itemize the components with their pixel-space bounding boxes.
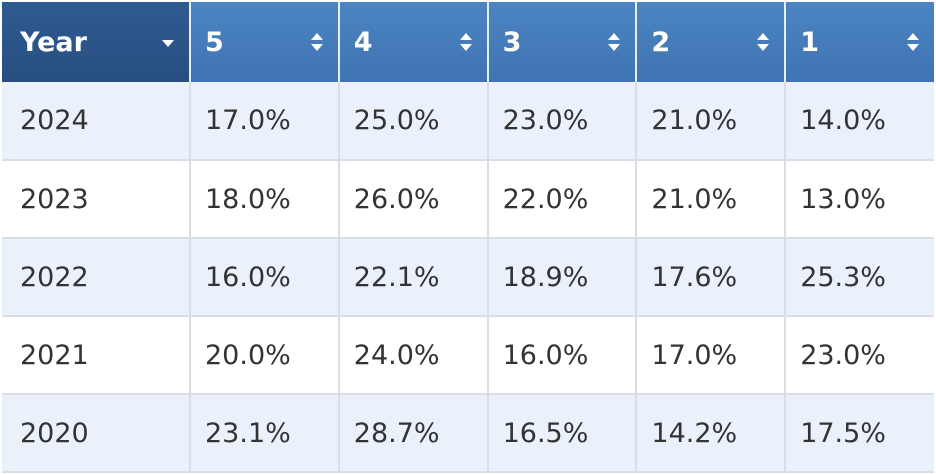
cell-value: 16.0% <box>487 316 638 395</box>
column-header-label: 1 <box>800 26 819 58</box>
cell-value: 21.0% <box>636 160 787 239</box>
column-header-1[interactable]: 1 <box>785 2 934 82</box>
cell-value: 20.0% <box>190 316 340 395</box>
cell-year: 2024 <box>2 82 191 161</box>
cell-year: 2022 <box>2 238 191 317</box>
column-header-3[interactable]: 3 <box>487 2 638 82</box>
cell-year: 2020 <box>2 394 191 473</box>
header-row: Year 5 4 <box>2 2 934 82</box>
column-header-5[interactable]: 5 <box>190 2 340 82</box>
column-header-label: Year <box>20 26 87 58</box>
cell-value: 26.0% <box>338 160 489 239</box>
table-row: 2020 23.1% 28.7% 16.5% 14.2% 17.5% <box>2 394 934 473</box>
column-header-year[interactable]: Year <box>2 2 191 82</box>
cell-value: 14.0% <box>785 82 934 161</box>
cell-value: 28.7% <box>338 394 489 473</box>
cell-year: 2023 <box>2 160 191 239</box>
column-header-label: 3 <box>502 26 522 58</box>
column-header-label: 4 <box>353 26 373 58</box>
cell-value: 17.6% <box>636 238 787 317</box>
cell-value: 17.0% <box>636 316 787 395</box>
cell-value: 18.0% <box>190 160 340 239</box>
sort-icon[interactable] <box>607 32 621 52</box>
cell-value: 17.5% <box>785 394 934 473</box>
cell-value: 25.0% <box>338 82 489 161</box>
table-row: 2021 20.0% 24.0% 16.0% 17.0% 23.0% <box>2 316 934 395</box>
cell-value: 17.0% <box>190 82 340 161</box>
table-row: 2022 16.0% 22.1% 18.9% 17.6% 25.3% <box>2 238 934 317</box>
table-row: 2024 17.0% 25.0% 23.0% 21.0% 14.0% <box>2 82 934 161</box>
sort-icon[interactable] <box>459 32 473 52</box>
cell-value: 16.0% <box>190 238 340 317</box>
sort-icon[interactable] <box>310 32 324 52</box>
cell-value: 13.0% <box>785 160 934 239</box>
cell-value: 24.0% <box>338 316 489 395</box>
chevron-down-icon[interactable] <box>161 38 175 48</box>
sort-icon[interactable] <box>756 32 770 52</box>
cell-year: 2021 <box>2 316 191 395</box>
column-header-2[interactable]: 2 <box>636 2 787 82</box>
column-header-label: 2 <box>651 26 671 58</box>
cell-value: 25.3% <box>785 238 934 317</box>
cell-value: 22.0% <box>487 160 638 239</box>
cell-value: 18.9% <box>487 238 638 317</box>
cell-value: 23.0% <box>785 316 934 395</box>
table-row: 2023 18.0% 26.0% 22.0% 21.0% 13.0% <box>2 160 934 239</box>
cell-value: 16.5% <box>487 394 638 473</box>
column-header-label: 5 <box>205 26 224 58</box>
cell-value: 22.1% <box>338 238 489 317</box>
cell-value: 21.0% <box>636 82 787 161</box>
cell-value: 14.2% <box>636 394 787 473</box>
cell-value: 23.1% <box>190 394 340 473</box>
cell-value: 23.0% <box>487 82 638 161</box>
sort-icon[interactable] <box>906 32 920 52</box>
column-header-4[interactable]: 4 <box>338 2 489 82</box>
